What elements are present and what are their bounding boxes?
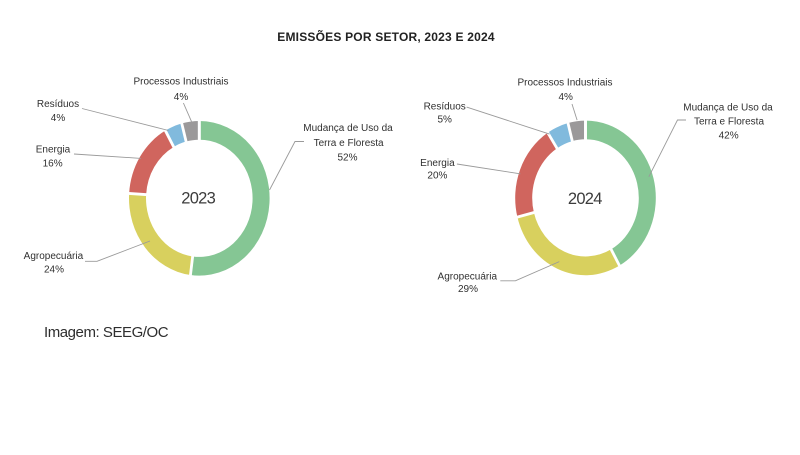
svg-text:Terra e Floresta: Terra e Floresta <box>314 138 384 149</box>
svg-text:Imagem: SEEG/OC: Imagem: SEEG/OC <box>44 324 169 341</box>
svg-text:29%: 29% <box>458 284 478 295</box>
svg-text:52%: 52% <box>337 152 357 163</box>
svg-text:5%: 5% <box>437 115 452 126</box>
svg-text:4%: 4% <box>51 113 66 124</box>
svg-text:Mudança de Uso da: Mudança de Uso da <box>303 123 393 134</box>
svg-text:24%: 24% <box>44 265 64 276</box>
svg-text:Processos Industriais: Processos Industriais <box>133 77 228 88</box>
svg-text:2023: 2023 <box>181 189 215 207</box>
svg-text:Agropecuária: Agropecuária <box>24 251 84 262</box>
svg-text:4%: 4% <box>174 92 189 103</box>
svg-text:4%: 4% <box>558 92 573 103</box>
svg-text:Energia: Energia <box>36 145 71 156</box>
svg-text:20%: 20% <box>427 171 447 182</box>
svg-text:Energia: Energia <box>420 158 455 169</box>
svg-text:2024: 2024 <box>568 190 602 208</box>
svg-text:Agropecuária: Agropecuária <box>438 272 498 283</box>
svg-text:EMISSÕES POR SETOR, 2023 E 202: EMISSÕES POR SETOR, 2023 E 2024 <box>277 29 495 44</box>
svg-text:42%: 42% <box>719 131 739 142</box>
svg-text:Resíduos: Resíduos <box>37 99 79 110</box>
svg-text:Processos Industriais: Processos Industriais <box>517 78 612 89</box>
svg-text:16%: 16% <box>43 159 63 170</box>
svg-text:Resíduos: Resíduos <box>424 102 466 113</box>
svg-text:Mudança de Uso da: Mudança de Uso da <box>683 103 773 114</box>
svg-text:Terra e Floresta: Terra e Floresta <box>694 117 764 128</box>
